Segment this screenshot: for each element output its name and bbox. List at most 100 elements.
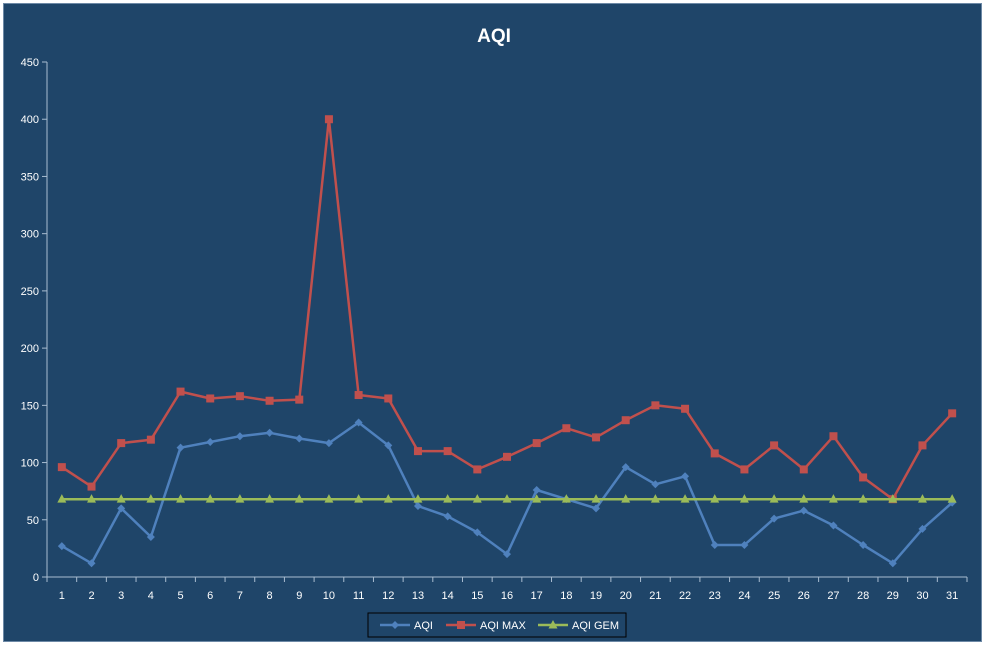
data-point xyxy=(769,494,779,503)
legend-label: AQI GEM xyxy=(572,620,619,632)
x-tick-label: 10 xyxy=(323,590,335,602)
data-point xyxy=(948,409,957,418)
data-point xyxy=(176,443,185,452)
data-point xyxy=(205,494,215,503)
data-point xyxy=(294,494,304,503)
series-line xyxy=(61,421,954,565)
data-point xyxy=(87,559,96,568)
x-tick-label: 19 xyxy=(590,590,602,602)
x-tick-label: 31 xyxy=(946,590,958,602)
data-point xyxy=(680,494,690,503)
data-point xyxy=(146,532,155,541)
x-tick-label: 24 xyxy=(738,590,750,602)
data-point xyxy=(206,437,215,446)
legend-label: AQI xyxy=(414,620,433,632)
y-tick-label: 50 xyxy=(27,515,39,527)
legend-swatch-marker xyxy=(391,621,399,629)
data-point xyxy=(710,494,720,503)
data-point xyxy=(354,391,363,400)
data-point xyxy=(651,480,660,489)
data-point xyxy=(443,447,452,456)
data-point xyxy=(710,449,719,458)
data-point xyxy=(829,432,838,441)
data-point xyxy=(562,424,571,433)
x-tick-label: 6 xyxy=(207,590,213,602)
x-tick-label: 20 xyxy=(620,590,632,602)
data-point xyxy=(621,494,631,503)
data-point xyxy=(918,441,927,450)
data-point xyxy=(770,514,779,523)
data-point xyxy=(57,542,66,551)
x-tick-label: 15 xyxy=(471,590,483,602)
data-point xyxy=(413,447,422,456)
x-tick-label: 17 xyxy=(531,590,543,602)
x-tick-label: 22 xyxy=(679,590,691,602)
data-point xyxy=(592,504,601,513)
data-point xyxy=(621,463,630,472)
data-point xyxy=(651,401,660,410)
data-point xyxy=(858,494,868,503)
data-point xyxy=(918,524,927,533)
data-point xyxy=(116,494,126,503)
x-tick-label: 12 xyxy=(382,590,394,602)
data-point xyxy=(472,494,482,503)
series-aqi xyxy=(57,418,957,568)
chart-title: AQI xyxy=(477,26,511,47)
x-tick-label: 27 xyxy=(827,590,839,602)
y-tick-label: 300 xyxy=(21,229,39,241)
data-point xyxy=(503,550,511,559)
data-point xyxy=(532,486,541,495)
data-point xyxy=(57,463,66,472)
data-point xyxy=(828,494,838,503)
y-tick-label: 100 xyxy=(21,458,39,470)
y-tick-label: 350 xyxy=(21,171,39,183)
x-tick-label: 28 xyxy=(857,590,869,602)
data-point xyxy=(681,404,690,413)
data-point xyxy=(235,392,244,401)
series-layer xyxy=(57,115,957,568)
data-point xyxy=(384,394,393,403)
data-point xyxy=(740,465,749,474)
data-point xyxy=(799,465,808,474)
y-tick-label: 250 xyxy=(21,286,39,298)
data-point xyxy=(532,494,542,503)
y-tick-label: 200 xyxy=(21,343,39,355)
legend-item: AQI MAX xyxy=(446,620,527,632)
legend-swatch-marker xyxy=(457,621,465,629)
data-point xyxy=(295,395,304,404)
data-point xyxy=(502,494,512,503)
data-point xyxy=(740,540,749,549)
y-tick-label: 400 xyxy=(21,114,39,126)
y-tick-label: 150 xyxy=(21,400,39,412)
legend-label: AQI MAX xyxy=(480,620,527,632)
data-point xyxy=(503,452,511,461)
legend-item: AQI xyxy=(380,620,433,632)
data-point xyxy=(443,512,452,521)
data-point xyxy=(354,418,363,427)
data-point xyxy=(384,441,393,450)
data-point xyxy=(650,494,660,503)
series-aqi-gem xyxy=(57,494,957,503)
data-point xyxy=(295,434,304,443)
x-tick-label: 30 xyxy=(916,590,928,602)
data-point xyxy=(324,494,334,503)
data-point xyxy=(681,472,690,481)
data-point xyxy=(146,435,155,444)
data-point xyxy=(265,494,275,503)
x-tick-label: 26 xyxy=(798,590,810,602)
y-tick-label: 0 xyxy=(33,572,39,584)
x-tick-label: 29 xyxy=(887,590,899,602)
legend-item: AQI GEM xyxy=(538,620,619,632)
data-point xyxy=(829,521,838,530)
chart-area: AQI 0 50 100 150 200 250 300 350 400 450 1 2 3 4 5 6 7 8 9… xyxy=(3,3,982,642)
x-tick-label: 13 xyxy=(412,590,424,602)
data-point xyxy=(799,506,808,515)
legend-swatch-marker xyxy=(548,620,558,629)
data-point xyxy=(770,441,779,450)
data-point xyxy=(710,540,719,549)
x-tick-label: 2 xyxy=(88,590,94,602)
data-point xyxy=(87,482,96,491)
data-point xyxy=(443,494,453,503)
data-point xyxy=(561,494,571,503)
